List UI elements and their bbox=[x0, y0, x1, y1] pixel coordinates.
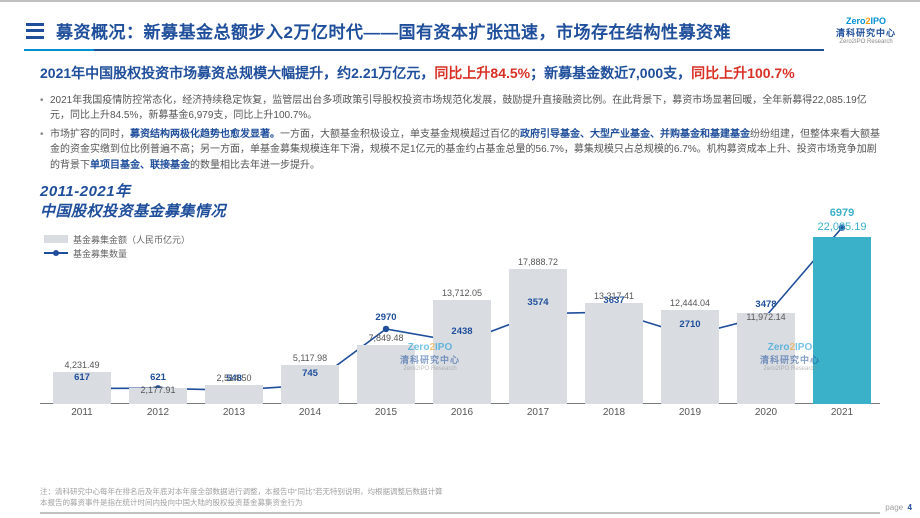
logo-en: Zero2IPO Research bbox=[836, 39, 896, 45]
amount-value-label: 22,085.19 bbox=[813, 221, 871, 233]
count-value-label: 2710 bbox=[661, 319, 719, 330]
amount-value-label: 7,849.48 bbox=[357, 333, 415, 343]
x-axis-label: 2019 bbox=[661, 404, 719, 418]
bullet-list: 2021年我国疫情防控常态化，经济持续稳定恢复，监管层出台多项政策引导股权投资市… bbox=[0, 91, 920, 183]
amount-value-label: 2,177.91 bbox=[129, 385, 187, 395]
chart-title-l1: 2011-2021年 bbox=[40, 183, 131, 200]
x-axis-label: 2015 bbox=[357, 404, 415, 418]
page-num-value: 4 bbox=[908, 503, 912, 512]
bar bbox=[205, 385, 263, 404]
bullet-item: 2021年我国疫情防控常态化，经济持续稳定恢复，监管层出台多项政策引导股权投资市… bbox=[40, 93, 880, 124]
logo-text-a: Zero bbox=[846, 16, 866, 26]
logo-text-c: IPO bbox=[871, 16, 887, 26]
sub-headline: 2021年中国股权投资市场募资总规模大幅提升，约2.21万亿元，同比上升84.5… bbox=[0, 51, 920, 91]
page-label: page bbox=[885, 503, 903, 512]
amount-value-label: 5,117.98 bbox=[281, 353, 339, 363]
count-value-label: 6979 bbox=[813, 207, 871, 219]
bar bbox=[509, 269, 567, 405]
bullet-text: 一方面，大额基金积极设立，单支基金规模超过百亿的 bbox=[280, 129, 520, 140]
bar-group: 20135482,514.50 bbox=[205, 222, 263, 404]
count-value-label: 745 bbox=[281, 368, 339, 379]
bullet-highlight: 单项目基金、联接基金 bbox=[90, 160, 190, 171]
subhead-red2: 同比上升100.7% bbox=[691, 65, 794, 81]
chart-title: 2011-2021年 中国股权投资基金募集情况 bbox=[40, 182, 880, 223]
bar bbox=[737, 313, 795, 404]
chart: 2011-2021年 中国股权投资基金募集情况 基金募集金额（人民币亿元） 基金… bbox=[40, 182, 880, 422]
bullet-text: 的数量相比去年进一步提升。 bbox=[190, 160, 320, 171]
x-axis-label: 2016 bbox=[433, 404, 491, 418]
bar-group: 201529707,849.48 bbox=[357, 222, 415, 404]
bar-group: 2019271012,444.04 bbox=[661, 222, 719, 404]
bar-group: 2020347811,972.14 bbox=[737, 222, 795, 404]
x-axis-label: 2017 bbox=[509, 404, 567, 418]
bar bbox=[357, 345, 415, 405]
footer-note-1: 注：清科研究中心每年在排名后及年底对本年度全部数据进行调整，本报告中“同比”若无… bbox=[40, 487, 880, 498]
x-axis-label: 2020 bbox=[737, 404, 795, 418]
amount-value-label: 17,888.72 bbox=[509, 257, 567, 267]
bar-group: 2017357417,888.72 bbox=[509, 222, 567, 404]
page-number: page 4 bbox=[885, 503, 912, 512]
bullet-item: 市场扩容的同时，募资结构两极化趋势也愈发显著。一方面，大额基金积极设立，单支基金… bbox=[40, 127, 880, 174]
count-value-label: 2970 bbox=[357, 312, 415, 323]
amount-value-label: 4,231.49 bbox=[53, 360, 111, 370]
bar bbox=[585, 303, 643, 404]
footer-notes: 注：清科研究中心每年在排名后及年底对本年度全部数据进行调整，本报告中“同比”若无… bbox=[40, 487, 880, 514]
header-underline-accent bbox=[24, 49, 94, 51]
amount-value-label: 12,444.04 bbox=[661, 298, 719, 308]
brand-logo: Zero2IPO 清科研究中心 Zero2IPO Research bbox=[836, 16, 896, 45]
subhead-part2: ；新募基金数近7,000支， bbox=[530, 65, 691, 81]
count-value-label: 621 bbox=[129, 372, 187, 383]
menu-icon bbox=[24, 20, 46, 42]
bar-group: 20126212,177.91 bbox=[129, 222, 187, 404]
x-axis-label: 2014 bbox=[281, 404, 339, 418]
count-value-label: 3478 bbox=[737, 299, 795, 310]
header: 募资概况：新募基金总额步入2万亿时代——国有资本扩张迅速，市场存在结构性募资难 … bbox=[0, 0, 920, 51]
x-axis-label: 2011 bbox=[53, 404, 111, 418]
count-value-label: 3574 bbox=[509, 297, 567, 308]
amount-value-label: 13,712.05 bbox=[433, 288, 491, 298]
x-axis-label: 2012 bbox=[129, 404, 187, 418]
footer-note-2: 本报告的募资事件是指在统计时间内投向中国大陆的股权投资基金募集资金行为 bbox=[40, 498, 880, 509]
bullet-text: 2021年我国疫情防控常态化，经济持续稳定恢复，监管层出台多项政策引导股权投资市… bbox=[50, 95, 867, 122]
bar bbox=[813, 237, 871, 404]
chart-title-l2: 中国股权投资基金募集情况 bbox=[40, 203, 226, 220]
amount-value-label: 11,972.14 bbox=[737, 312, 795, 322]
bar bbox=[433, 300, 491, 404]
amount-value-label: 13,317.41 bbox=[585, 291, 643, 301]
bar-group: 2016243813,712.05 bbox=[433, 222, 491, 404]
bar-group: 2021697922,085.19 bbox=[813, 222, 871, 404]
bar-group: 20147455,117.98 bbox=[281, 222, 339, 404]
slide-page: 募资概况：新募基金总额步入2万亿时代——国有资本扩张迅速，市场存在结构性募资难 … bbox=[0, 0, 920, 518]
amount-value-label: 2,514.50 bbox=[205, 373, 263, 383]
count-value-label: 617 bbox=[53, 372, 111, 383]
subhead-part1: 2021年中国股权投资市场募资总规模大幅提升，约2.21万亿元， bbox=[40, 65, 434, 81]
x-axis-label: 2013 bbox=[205, 404, 263, 418]
logo-sub: 清科研究中心 bbox=[836, 26, 896, 39]
header-underline bbox=[24, 49, 824, 51]
count-value-label: 2438 bbox=[433, 326, 491, 337]
bar-group: 2018363713,317.41 bbox=[585, 222, 643, 404]
bullet-highlight: 募资结构两极化趋势也愈发显著。 bbox=[130, 129, 280, 140]
bullet-text: 市场扩容的同时， bbox=[50, 129, 130, 140]
bullet-highlight: 政府引导基金、大型产业基金、并购基金和基建基金 bbox=[520, 129, 750, 140]
subhead-red1: 同比上升84.5% bbox=[434, 65, 530, 81]
bar-group: 20116174,231.49 bbox=[53, 222, 111, 404]
chart-plot: 20116174,231.4920126212,177.9120135482,5… bbox=[40, 222, 880, 404]
x-axis-label: 2021 bbox=[813, 404, 871, 418]
x-axis-label: 2018 bbox=[585, 404, 643, 418]
page-title: 募资概况：新募基金总额步入2万亿时代——国有资本扩张迅速，市场存在结构性募资难 bbox=[56, 18, 731, 43]
